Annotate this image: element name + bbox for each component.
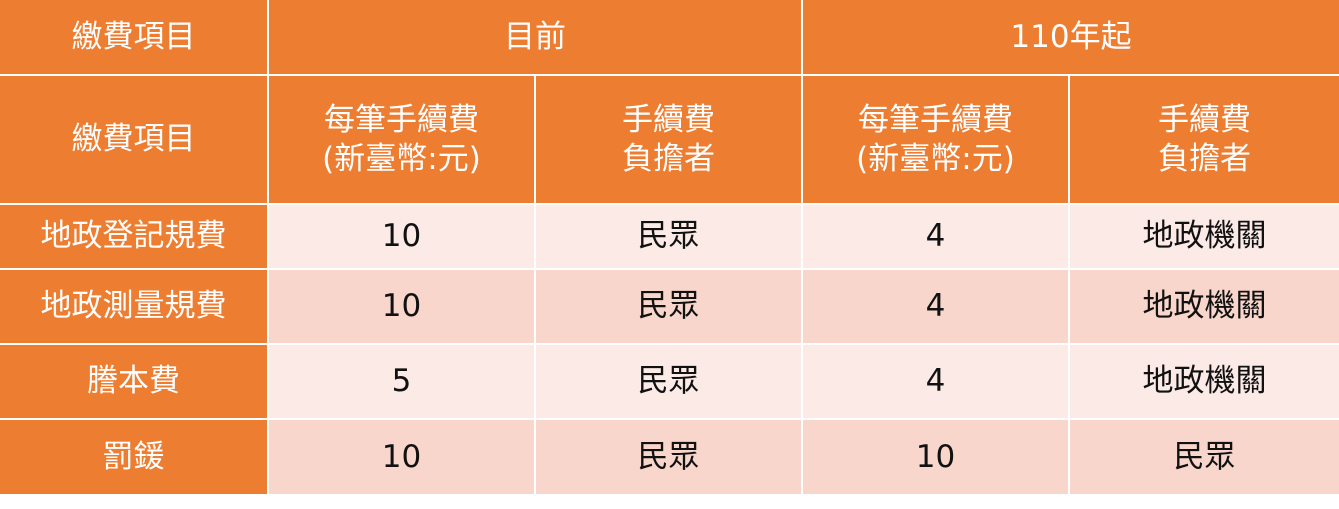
row-cur-fee: 5 (269, 345, 534, 418)
row-new-fee: 4 (803, 270, 1068, 343)
row-item: 地政測量規費 (0, 270, 267, 343)
row-cur-fee: 10 (269, 420, 534, 494)
row-new-fee: 10 (803, 420, 1068, 494)
row-cur-fee: 10 (269, 270, 534, 343)
fee-label: 每筆手續費 (857, 101, 1013, 138)
row-new-fee: 4 (803, 345, 1068, 418)
header-item: 繳費項目 (0, 0, 267, 74)
header-current: 目前 (269, 0, 801, 74)
subheader-current-payer: 手續費 負擔者 (536, 76, 801, 203)
header-from-110: 110年起 (803, 0, 1339, 74)
subheader-new-payer: 手續費 負擔者 (1070, 76, 1339, 203)
row-new-payer: 民眾 (1070, 420, 1339, 494)
row-item: 謄本費 (0, 345, 267, 418)
row-new-payer: 地政機關 (1070, 345, 1339, 418)
subheader-current-fee: 每筆手續費 (新臺幣:元) (269, 76, 534, 203)
payer-label: 手續費 (622, 101, 715, 138)
row-new-payer: 地政機關 (1070, 205, 1339, 268)
row-cur-payer: 民眾 (536, 205, 801, 268)
fee-unit: (新臺幣:元) (322, 140, 481, 177)
row-cur-fee: 10 (269, 205, 534, 268)
fee-label: 每筆手續費 (323, 101, 479, 138)
row-item: 地政登記規費 (0, 205, 267, 268)
row-cur-payer: 民眾 (536, 270, 801, 343)
payer-label-2: 負擔者 (1158, 140, 1251, 177)
subheader-new-fee: 每筆手續費 (新臺幣:元) (803, 76, 1068, 203)
payer-label-2: 負擔者 (622, 140, 715, 177)
subheader-item: 繳費項目 (0, 76, 267, 203)
payer-label: 手續費 (1158, 101, 1251, 138)
row-cur-payer: 民眾 (536, 420, 801, 494)
row-new-payer: 地政機關 (1070, 270, 1339, 343)
row-new-fee: 4 (803, 205, 1068, 268)
row-cur-payer: 民眾 (536, 345, 801, 418)
fee-unit: (新臺幣:元) (856, 140, 1015, 177)
row-item: 罰鍰 (0, 420, 267, 494)
